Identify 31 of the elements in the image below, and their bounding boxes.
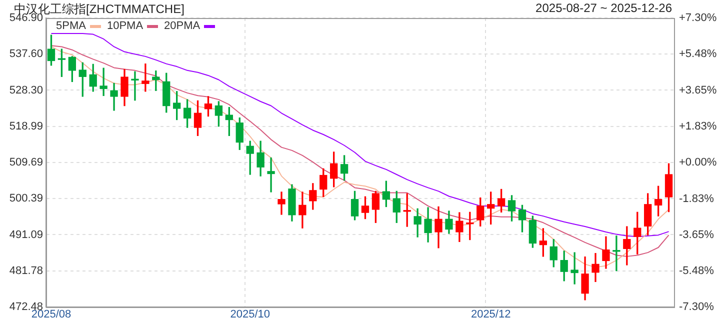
candlestick [100,68,108,96]
candlestick [612,236,620,272]
candlestick [110,82,118,111]
y-tick-label: 491.09 [9,228,43,241]
chart-subtitle: 2025-08-27 ~ 2025-12-26 [536,1,672,15]
y2-tick-label: -7.30% [679,301,714,314]
x-tick-label: 2025/10 [230,308,270,320]
y2-tick-label: -5.48% [679,265,714,278]
candlestick [142,63,150,92]
candlestick [570,252,578,284]
y2-tick-label: +1.83% [679,120,717,132]
y2-tick-label: +7.30% [679,12,717,24]
y-tick-label: 500.39 [9,192,43,205]
y2-tick-label: +0.00% [679,156,717,169]
y-tick-label: 481.78 [9,264,43,277]
candlestick [278,192,286,215]
y2-tick-label: +5.48% [679,48,717,60]
legend-label: 20PMA [164,20,200,32]
candlestick [267,157,275,192]
y2-tick-label: -3.65% [679,228,714,241]
candlestick [131,71,139,101]
y-tick-label: 518.99 [9,120,43,132]
y-tick-label: 509.69 [9,156,43,169]
y2-tick-label: -1.83% [679,192,714,205]
y2-tick-label: +3.65% [679,84,717,96]
x-tick-label: 2025/12 [470,308,511,320]
legend-label: 5PMA [56,20,86,32]
y-tick-label: 546.90 [9,12,43,24]
y-tick-label: 528.30 [9,84,43,96]
legend-label: 10PMA [106,20,144,32]
y-tick-label: 537.60 [9,48,43,60]
